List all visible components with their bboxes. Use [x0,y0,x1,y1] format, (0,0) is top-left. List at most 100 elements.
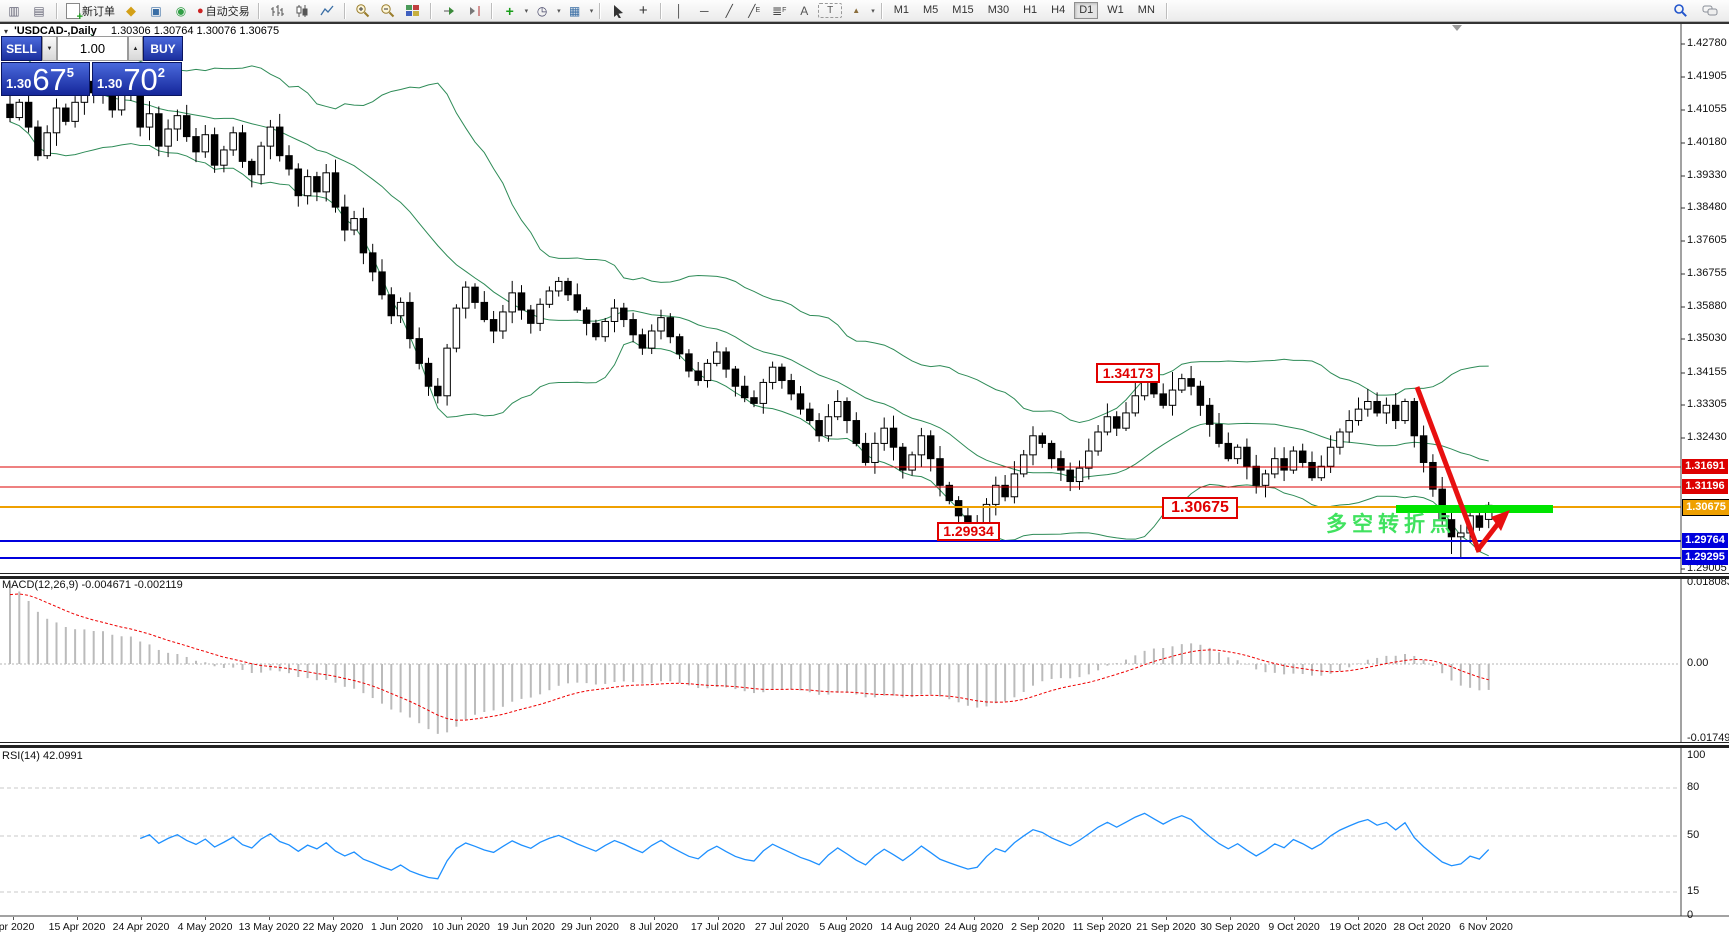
candle-body [1131,395,1140,414]
timeframe-button-h1[interactable]: H1 [1023,4,1038,16]
candle-body [210,134,219,166]
candle-body [713,351,721,364]
candle-body [517,292,526,311]
candle-body [1308,461,1316,479]
community-chat-icon[interactable] [1699,2,1721,20]
tile-windows-icon[interactable] [402,2,424,20]
chart-profile-icon[interactable]: ▤ [33,3,45,18]
horizontal-line-icon[interactable]: ─ [699,3,709,18]
date-axis-tick [1422,917,1423,920]
terminal-icon[interactable]: ▣ [150,3,162,18]
timeframe-button-h4[interactable]: H4 [1051,4,1066,16]
candle-body [1391,404,1400,422]
price-annotation-box[interactable]: 1.29934 [937,522,1000,541]
volume-increase-button[interactable]: ▲ [128,36,143,61]
timeframe-button-m30[interactable]: M30 [987,4,1010,16]
equidistant-channel-icon[interactable]: ╱ E [748,3,761,18]
volume-decrease-button[interactable]: ▼ [42,36,57,61]
volume-input[interactable] [57,36,128,61]
zoom-out-icon[interactable] [377,2,399,20]
buy-price-main: 70 [123,62,158,97]
candle-body [1215,423,1223,444]
price-level-label[interactable]: 1.29764 [1682,533,1728,548]
zoom-in-icon[interactable] [352,2,374,20]
red-reversal-arrow[interactable] [1475,519,1502,553]
arrows-shapes-icon[interactable]: ▲ [852,6,861,15]
timeframe-button-m15[interactable]: M15 [952,4,974,16]
timeframe-button-d1[interactable]: D1 [1074,2,1099,19]
new-order-button[interactable]: + 新订单 [64,2,117,22]
line-chart-icon[interactable] [316,2,338,20]
text-label-icon[interactable]: T [818,3,843,18]
timeframe-button-m5[interactable]: M5 [923,4,939,16]
trendline-icon[interactable]: ╱ [725,3,733,18]
candle-body [1224,442,1233,460]
shapes-caret-icon[interactable]: ▾ [871,7,875,15]
candle-body [1438,488,1446,521]
buy-price-display[interactable]: 1.30 70 2 [92,62,182,96]
candle-body [303,176,312,197]
candle-body [666,317,675,338]
date-axis-tick [333,917,334,920]
candle-body [396,301,405,317]
date-axis-tick [1358,917,1359,920]
auto-scroll-icon[interactable] [438,2,460,20]
date-axis-tick [1486,917,1487,920]
search-icon[interactable] [1669,2,1691,20]
new-chart-icon[interactable]: ▥ [8,3,20,18]
chart-shift-icon[interactable] [463,2,485,20]
text-tool-icon[interactable]: A [800,3,809,18]
buy-button[interactable]: BUY [143,36,183,61]
templates-icon[interactable]: ▦ [569,3,581,18]
price-annotation-box[interactable]: 1.30675 [1162,497,1238,519]
auto-trading-button[interactable]: ● 自动交易 [195,2,252,20]
timeframe-button-mn[interactable]: MN [1137,4,1155,16]
price-level-label[interactable]: 1.31196 [1682,479,1728,494]
rsi-axis-label: 50 [1687,829,1700,841]
vertical-line-icon[interactable]: │ [675,3,683,18]
rsi-pane-divider[interactable] [0,742,1729,745]
candle-body [359,218,368,254]
timeframe-button-w1[interactable]: W1 [1107,4,1124,16]
price-annotation-box[interactable]: 1.34173 [1096,363,1160,383]
candle-body [1038,435,1047,444]
candle-body [71,101,79,122]
turning-point-note[interactable]: 多空转折点 [1326,513,1456,536]
sell-price-display[interactable]: 1.30 67 5 [1,62,90,96]
chart-shift-marker-icon[interactable] [1452,25,1462,31]
bar-chart-icon[interactable] [266,2,288,20]
date-axis-label: 4 May 2020 [177,921,233,933]
date-axis-tick [205,917,206,920]
periods-icon[interactable]: ◷ [536,3,548,18]
red-arrow-head [1491,510,1510,531]
price-level-label[interactable]: 1.30675 [1682,499,1729,516]
candle-body [164,128,172,147]
periods-caret-icon[interactable]: ▾ [557,7,561,15]
candle-body [43,132,51,157]
candle-body [992,484,1000,505]
cursor-icon[interactable] [607,2,629,20]
red-downtrend-line[interactable] [1414,386,1482,553]
green-zone-bar[interactable] [1396,505,1553,513]
candle-body [52,107,61,134]
crosshair-icon[interactable]: + [638,2,648,19]
candle-chart-icon[interactable] [291,2,313,20]
candle-body [1029,435,1037,456]
indicators-caret-icon[interactable]: ▾ [524,7,529,15]
date-axis-label: 29 Jun 2020 [561,921,619,933]
candle-body [1010,473,1019,498]
macd-pane-divider[interactable] [0,573,1729,576]
fibonacci-icon[interactable]: ≣ F [772,3,787,18]
gold-icon[interactable]: ◆ [126,2,136,18]
price-axis-tick-label: 1.37605 [1687,234,1727,246]
candle-body [155,113,163,147]
signals-icon[interactable]: ◉ [175,3,187,18]
price-level-label[interactable]: 1.31691 [1682,459,1728,474]
timeframe-button-m1[interactable]: M1 [893,4,909,16]
sell-button[interactable]: SELL [1,36,42,61]
templates-caret-icon[interactable]: ▾ [589,7,594,15]
oneclick-caret-icon[interactable]: ▾ [4,27,9,36]
indicators-icon[interactable]: + [505,2,514,19]
price-level-label[interactable]: 1.29295 [1682,550,1728,565]
